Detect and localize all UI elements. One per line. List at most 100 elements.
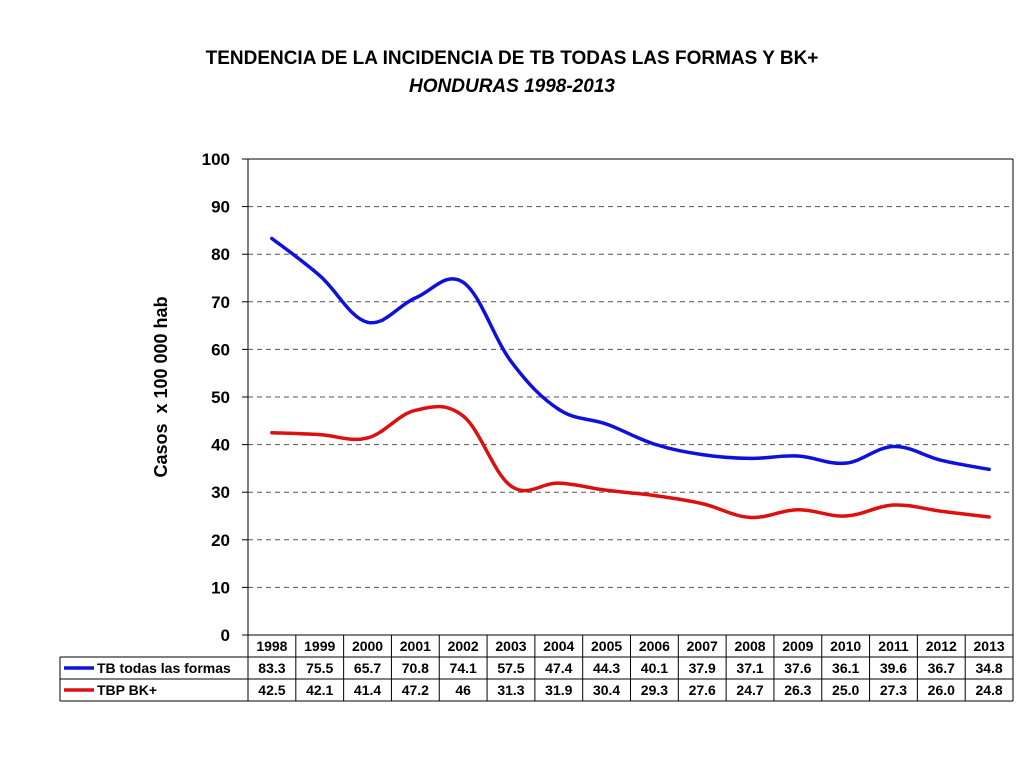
data-point [413, 296, 417, 300]
x-tick-label: 2000 [352, 638, 383, 654]
data-point [509, 484, 513, 488]
data-point [365, 320, 370, 324]
data-point [987, 467, 991, 471]
x-tick-label: 2005 [591, 638, 622, 654]
data-point [891, 444, 896, 449]
data-label: 37.1 [736, 660, 763, 676]
data-label: 70.8 [402, 660, 429, 676]
data-point [318, 433, 322, 437]
data-label: 34.8 [975, 660, 1002, 676]
data-point [318, 274, 322, 278]
data-label: 29.3 [641, 682, 668, 698]
data-label: 30.4 [593, 682, 620, 698]
data-label: 39.6 [880, 660, 907, 676]
y-tick-label: 40 [211, 436, 230, 455]
data-label: 24.7 [736, 682, 763, 698]
x-tick-label: 2004 [543, 638, 574, 654]
y-tick-label: 10 [211, 578, 230, 597]
x-tick-label: 2002 [448, 638, 479, 654]
chart-subtitle: HONDURAS 1998-2013 [409, 76, 615, 97]
data-label: 27.3 [880, 682, 907, 698]
data-label: 36.7 [928, 660, 955, 676]
x-tick-label: 2001 [400, 638, 431, 654]
data-point [604, 488, 609, 492]
data-label: 42.1 [306, 682, 333, 698]
data-point [748, 456, 752, 461]
data-label: 42.5 [258, 682, 285, 698]
series-line-1 [270, 236, 991, 472]
data-point [270, 236, 274, 241]
data-point [557, 407, 561, 411]
data-label: 65.7 [354, 660, 381, 676]
data-point [891, 503, 896, 507]
x-tick-label: 2012 [926, 638, 957, 654]
series-line-2 [270, 404, 991, 520]
data-point [365, 436, 370, 440]
data-point [987, 515, 991, 519]
data-label: 26.3 [784, 682, 811, 698]
data-point [700, 452, 704, 457]
data-label: 40.1 [641, 660, 668, 676]
legend-label: TBP BK+ [97, 682, 157, 698]
data-point [461, 414, 465, 418]
data-label: 37.6 [784, 660, 811, 676]
x-tick-label: 2013 [974, 638, 1005, 654]
x-tick-label: 2003 [495, 638, 526, 654]
x-tick-label: 1998 [256, 638, 287, 654]
data-point [939, 458, 943, 462]
data-point [796, 454, 800, 458]
data-label: 44.3 [593, 660, 620, 676]
x-tick-label: 2006 [639, 638, 670, 654]
data-label: 37.9 [689, 660, 716, 676]
data-label: 47.4 [545, 660, 572, 676]
y-tick-label: 50 [211, 388, 230, 407]
y-tick-label: 100 [202, 150, 230, 169]
y-tick-label: 80 [211, 245, 230, 264]
data-label: 31.3 [497, 682, 524, 698]
x-tick-label: 2007 [687, 638, 718, 654]
x-tick-label: 1999 [304, 638, 335, 654]
y-tick-label: 20 [211, 531, 230, 550]
data-point [796, 508, 800, 512]
y-axis-label: Casos x 100 000 hab [151, 296, 171, 477]
data-point [652, 442, 657, 446]
data-point [844, 461, 848, 465]
data-point [270, 431, 274, 435]
data-label: 25.0 [832, 682, 859, 698]
data-label: 74.1 [450, 660, 477, 676]
data-label: 41.4 [354, 682, 381, 698]
data-label: 31.9 [545, 682, 572, 698]
data-point [557, 481, 561, 485]
legend-marker [77, 666, 81, 670]
y-tick-label: 70 [211, 293, 230, 312]
x-tick-label: 2009 [782, 638, 813, 654]
data-point [652, 493, 657, 498]
data-label: 46 [455, 682, 471, 698]
data-label: 47.2 [402, 682, 429, 698]
data-point [939, 509, 943, 513]
data-point [604, 422, 609, 426]
data-point [413, 408, 417, 412]
y-tick-label: 0 [221, 626, 230, 645]
data-point [700, 502, 704, 506]
x-tick-label: 2008 [734, 638, 765, 654]
data-point [748, 515, 752, 520]
data-label: 27.6 [689, 682, 716, 698]
data-label: 36.1 [832, 660, 859, 676]
y-tick-label: 60 [211, 340, 230, 359]
chart-title: TENDENCIA DE LA INCIDENCIA DE TB TODAS L… [205, 48, 819, 69]
data-point [844, 514, 848, 518]
data-label: 57.5 [497, 660, 524, 676]
data-label: 26.0 [928, 682, 955, 698]
legend-marker [77, 688, 81, 692]
legend-label: TB todas las formas [97, 660, 231, 676]
x-tick-label: 2010 [830, 638, 861, 654]
y-tick-label: 30 [211, 483, 230, 502]
x-tick-label: 2011 [878, 638, 909, 654]
data-label: 24.8 [975, 682, 1002, 698]
data-label: 83.3 [258, 660, 285, 676]
data-label: 75.5 [306, 660, 333, 676]
data-point [509, 359, 513, 363]
y-tick-label: 90 [211, 198, 230, 217]
